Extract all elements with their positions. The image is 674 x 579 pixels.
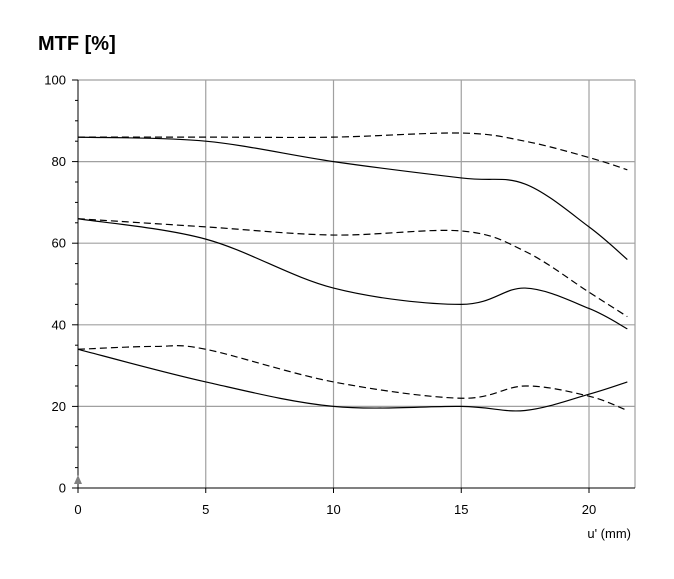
series-line-4-solid (77, 218, 628, 330)
y-tick-label: 40 (52, 317, 66, 332)
x-axis-label: u' (mm) (587, 526, 631, 541)
y-tick-label: 0 (59, 481, 66, 496)
series-line-6-solid (77, 348, 628, 412)
series-line-5-dashed (77, 345, 628, 412)
x-tick-label: 10 (326, 502, 340, 517)
x-tick-label: 20 (582, 502, 596, 517)
series-line-3-dashed (77, 218, 628, 318)
series-line-1-dashed (77, 132, 628, 171)
chart-title: MTF [%] (38, 33, 116, 55)
series-line-2-solid (77, 136, 628, 260)
grid (78, 79, 636, 488)
x-tick-label: 5 (202, 502, 209, 517)
tick-labels: 0 20 40 60 80 100 0 5 10 15 20 (44, 73, 596, 518)
x-tick-label: 0 (74, 502, 81, 517)
x-tick-label: 15 (454, 502, 468, 517)
y-tick-label: 80 (52, 154, 66, 169)
y-tick-label: 60 (52, 236, 66, 251)
origin-marker-icon (74, 475, 82, 484)
y-tick-label: 100 (44, 73, 66, 88)
y-tick-label: 20 (52, 399, 66, 414)
axes (72, 79, 635, 493)
series-group (77, 132, 628, 412)
